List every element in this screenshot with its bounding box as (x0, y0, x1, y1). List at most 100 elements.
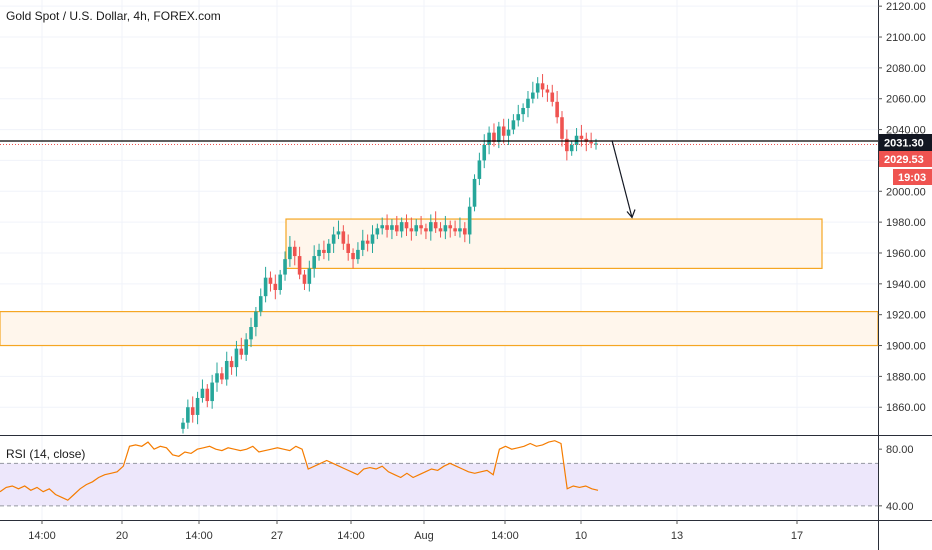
candle-body[interactable] (574, 135, 579, 145)
candle-body[interactable] (565, 138, 569, 152)
candle-body[interactable] (463, 228, 467, 235)
candle-body[interactable] (526, 98, 530, 108)
candle-body[interactable] (370, 234, 375, 244)
candle-body[interactable] (438, 228, 443, 232)
candle-body[interactable] (550, 92, 555, 102)
candle-body[interactable] (482, 145, 487, 161)
candle-body[interactable] (375, 228, 380, 235)
candle-body[interactable] (535, 83, 540, 93)
candle-body[interactable] (404, 222, 409, 229)
candle-body[interactable] (278, 274, 282, 290)
candle-body[interactable] (555, 101, 559, 118)
candle-body[interactable] (584, 138, 589, 142)
zone-rect-1[interactable] (285, 218, 823, 270)
candle-body[interactable] (448, 225, 453, 229)
candle-body[interactable] (229, 360, 234, 368)
candle-body[interactable] (458, 228, 462, 232)
candle-body[interactable] (516, 114, 521, 121)
candle-body[interactable] (424, 228, 428, 232)
candle-body[interactable] (263, 277, 268, 297)
x-tick-label: 14:00 (28, 530, 56, 542)
candle-body[interactable] (453, 228, 457, 232)
candle-body[interactable] (497, 126, 501, 142)
candle-body[interactable] (322, 249, 326, 253)
candle-body[interactable] (390, 225, 394, 230)
candle-body[interactable] (190, 407, 195, 415)
candle-body[interactable] (531, 92, 535, 99)
candle-body[interactable] (283, 259, 287, 275)
candle-body[interactable] (317, 249, 321, 257)
candle-body[interactable] (244, 339, 248, 355)
candle-body[interactable] (297, 256, 302, 275)
candle-body[interactable] (210, 382, 214, 402)
candle-body[interactable] (186, 407, 190, 423)
candle-body[interactable] (487, 132, 491, 145)
candle-body[interactable] (492, 132, 496, 142)
candle-body[interactable] (589, 141, 593, 144)
candle-body[interactable] (356, 249, 360, 260)
rsi-pane[interactable] (0, 440, 878, 507)
candle-body[interactable] (307, 268, 312, 284)
candle-body[interactable] (433, 222, 438, 229)
y-tick-label: 1940.00 (886, 279, 926, 291)
zone-rect-2[interactable] (0, 310, 879, 347)
candle-body[interactable] (273, 283, 278, 290)
candle-body[interactable] (569, 145, 574, 152)
candle-body[interactable] (521, 107, 525, 115)
candle-body[interactable] (399, 222, 404, 232)
candle-body[interactable] (506, 129, 511, 136)
candle-body[interactable] (414, 225, 419, 232)
candle-body[interactable] (215, 373, 219, 383)
chart-title: Gold Spot / U.S. Dollar, 4h, FOREX.com (6, 9, 221, 23)
price-axis[interactable]: 1860.00 1880.00 1900.00 1920.00 1940.00 1960.… (878, 1, 926, 513)
candle-body[interactable] (331, 234, 336, 244)
candle-body[interactable] (545, 89, 550, 93)
candle-body[interactable] (351, 252, 355, 260)
candle-body[interactable] (443, 225, 448, 232)
x-tick-label: 14:00 (491, 530, 519, 542)
candle-body[interactable] (258, 296, 263, 312)
candle-body[interactable] (326, 243, 331, 253)
time-axis[interactable]: 14:00 20 14:00 27 14:00 Aug 14:00 10 13 17 (28, 520, 803, 542)
candle-body[interactable] (181, 422, 185, 429)
candle-body[interactable] (409, 228, 414, 232)
candle-body[interactable] (249, 327, 253, 340)
candle-body[interactable] (477, 160, 482, 179)
candle-body[interactable] (292, 246, 297, 257)
candle-body[interactable] (346, 243, 350, 253)
y-tick-label: 1920.00 (886, 310, 926, 322)
candle-body[interactable] (312, 256, 316, 269)
candlestick-series[interactable] (181, 74, 598, 434)
candle-body[interactable] (385, 225, 389, 230)
candle-body[interactable] (336, 231, 341, 235)
candle-body[interactable] (268, 277, 273, 284)
candle-body[interactable] (594, 143, 598, 145)
candle-body[interactable] (205, 388, 210, 402)
candle-body[interactable] (419, 225, 423, 229)
candle-body[interactable] (360, 240, 365, 250)
candle-body[interactable] (472, 178, 477, 207)
candle-body[interactable] (511, 120, 516, 130)
candle-body[interactable] (365, 240, 370, 244)
candle-body[interactable] (540, 83, 545, 90)
candle-body[interactable] (254, 311, 258, 328)
candle-body[interactable] (501, 126, 506, 136)
candle-body[interactable] (302, 274, 307, 284)
candle-body[interactable] (220, 373, 224, 380)
candle-body[interactable] (380, 225, 385, 229)
candle-body[interactable] (429, 222, 433, 232)
candle-body[interactable] (288, 246, 292, 260)
candle-body[interactable] (195, 397, 200, 415)
rsi-line[interactable] (0, 440, 599, 501)
candle-body[interactable] (224, 360, 229, 380)
candle-body[interactable] (560, 117, 564, 139)
candle-body[interactable] (579, 135, 584, 139)
candle-body[interactable] (200, 388, 205, 398)
candle-body[interactable] (467, 206, 472, 235)
candle-body[interactable] (239, 348, 244, 355)
candle-body[interactable] (234, 348, 239, 368)
y-tick-label: 1960.00 (886, 248, 926, 260)
candle-body[interactable] (394, 225, 399, 232)
candle-body[interactable] (341, 231, 346, 244)
